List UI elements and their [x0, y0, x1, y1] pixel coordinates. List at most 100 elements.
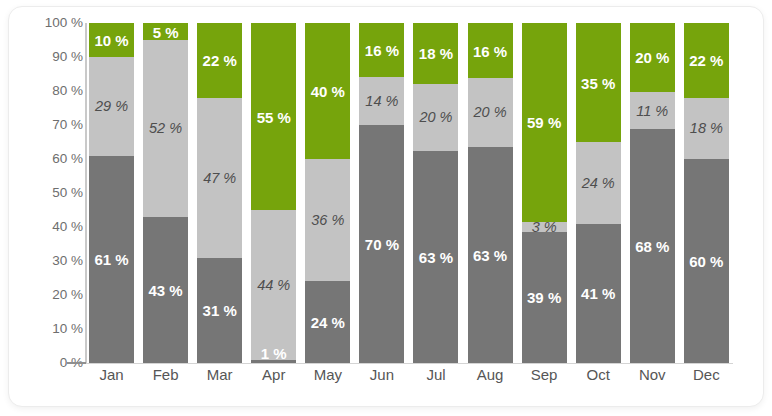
segment-green-jan: 10 % — [89, 23, 134, 57]
y-tick-label: 30 % — [19, 252, 83, 270]
segment-value-label: 36 % — [311, 212, 344, 228]
segment-dark-gray-dec: 60 % — [684, 159, 729, 363]
segment-green-oct: 35 % — [576, 23, 621, 142]
segment-value-label: 39 % — [527, 289, 561, 306]
segment-value-label: 40 % — [311, 83, 345, 100]
bar-may: 24 % 36 % 40 % — [305, 23, 350, 363]
segment-dark-gray-feb: 43 % — [143, 217, 188, 363]
y-tick-label: 10 % — [19, 320, 83, 338]
bar-oct: 41 % 24 % 35 % — [576, 23, 621, 363]
segment-green-feb: 5 % — [143, 23, 188, 40]
segment-value-label: 44 % — [257, 277, 290, 293]
segment-value-label: 60 % — [689, 253, 723, 270]
segment-light-gray-mar: 47 % — [197, 98, 242, 258]
segment-value-label: 52 % — [149, 120, 182, 136]
segment-light-gray-nov: 11 % — [630, 92, 675, 130]
bar-dec: 60 % 18 % 22 % — [684, 23, 729, 363]
segment-dark-gray-may: 24 % — [305, 281, 350, 363]
bar-apr: 1 % 44 % 55 % — [251, 23, 296, 363]
segment-dark-gray-oct: 41 % — [576, 224, 621, 363]
x-axis-label-jan: Jan — [89, 366, 134, 383]
x-axis-label-dec: Dec — [684, 366, 729, 383]
segment-value-label: 22 % — [689, 52, 723, 69]
segment-value-label: 18 % — [690, 120, 723, 136]
bar-jan: 61 % 29 % 10 % — [89, 23, 134, 363]
segment-value-label: 16 % — [365, 42, 399, 59]
segment-value-label: 16 % — [473, 42, 507, 59]
segment-dark-gray-sep: 39 % — [522, 232, 567, 363]
segment-value-label: 20 % — [419, 109, 452, 125]
segment-value-label: 55 % — [257, 108, 291, 125]
x-axis-label-nov: Nov — [630, 366, 675, 383]
segment-value-label: 43 % — [148, 281, 182, 298]
segment-light-gray-sep: 3 % — [522, 222, 567, 232]
segment-value-label: 61 % — [94, 251, 128, 268]
y-tick-label: 80 % — [19, 82, 83, 100]
bar-feb: 43 % 52 % 5 % — [143, 23, 188, 363]
x-axis-label-mar: Mar — [197, 366, 242, 383]
y-tick-label: 90 % — [19, 48, 83, 66]
segment-light-gray-jul: 20 % — [413, 84, 458, 151]
segment-value-label: 24 % — [311, 314, 345, 331]
segment-value-label: 18 % — [419, 45, 453, 62]
segment-value-label: 63 % — [419, 248, 453, 265]
bar-sep: 39 % 3 % 59 % — [522, 23, 567, 363]
x-axis-label-aug: Aug — [468, 366, 513, 383]
segment-green-jul: 18 % — [413, 23, 458, 84]
segment-value-label: 41 % — [581, 285, 615, 302]
segment-dark-gray-mar: 31 % — [197, 258, 242, 363]
x-axis-label-jun: Jun — [359, 366, 404, 383]
segment-value-label: 10 % — [94, 32, 128, 49]
segment-green-aug: 16 % — [468, 23, 513, 78]
segment-value-label: 47 % — [203, 170, 236, 186]
segment-value-label: 22 % — [203, 52, 237, 69]
zero-tick — [67, 362, 86, 364]
segment-light-gray-dec: 18 % — [684, 98, 729, 159]
plot-area: 61 % 29 % 10 % 43 % 52 % 5 % 31 % 47 % 22 % 1 % 44… — [89, 23, 729, 363]
segment-value-label: 70 % — [365, 236, 399, 253]
segment-dark-gray-apr: 1 % — [251, 360, 296, 363]
bar-jul: 63 % 20 % 18 % — [413, 23, 458, 363]
segment-green-sep: 59 % — [522, 23, 567, 222]
x-axis-label-oct: Oct — [576, 366, 621, 383]
segment-value-label: 14 % — [365, 93, 398, 109]
segment-green-jun: 16 % — [359, 23, 404, 77]
chart-card: 100 %90 %80 %70 %60 %50 %40 %30 %20 %10 … — [8, 6, 764, 407]
segment-value-label: 31 % — [203, 302, 237, 319]
x-axis-label-jul: Jul — [413, 366, 458, 383]
segment-dark-gray-aug: 63 % — [468, 147, 513, 363]
segment-light-gray-apr: 44 % — [251, 210, 296, 360]
y-tick-label: 20 % — [19, 286, 83, 304]
segment-light-gray-aug: 20 % — [468, 78, 513, 147]
segment-light-gray-jan: 29 % — [89, 57, 134, 156]
bar-jun: 70 % 14 % 16 % — [359, 23, 404, 363]
segment-light-gray-feb: 52 % — [143, 40, 188, 217]
segment-value-label: 35 % — [581, 74, 615, 91]
bar-nov: 68 % 11 % 20 % — [630, 23, 675, 363]
segment-value-label: 59 % — [527, 114, 561, 131]
segment-green-dec: 22 % — [684, 23, 729, 98]
segment-value-label: 63 % — [473, 246, 507, 263]
segment-dark-gray-nov: 68 % — [630, 129, 675, 363]
segment-value-label: 20 % — [474, 104, 507, 120]
segment-green-nov: 20 % — [630, 23, 675, 92]
segment-dark-gray-jul: 63 % — [413, 151, 458, 363]
stacked-bar-chart: 100 %90 %80 %70 %60 %50 %40 %30 %20 %10 … — [9, 7, 763, 406]
segment-light-gray-oct: 24 % — [576, 142, 621, 224]
segment-dark-gray-jan: 61 % — [89, 156, 134, 363]
y-tick-label: 100 % — [19, 14, 83, 32]
bar-aug: 63 % 20 % 16 % — [468, 23, 513, 363]
x-axis-labels: JanFebMarAprMayJunJulAugSepOctNovDec — [89, 366, 729, 383]
segment-value-label: 11 % — [636, 103, 668, 119]
segment-green-apr: 55 % — [251, 23, 296, 210]
segment-light-gray-may: 36 % — [305, 159, 350, 281]
segment-light-gray-jun: 14 % — [359, 77, 404, 125]
y-tick-label: 60 % — [19, 150, 83, 168]
y-tick-label: 70 % — [19, 116, 83, 134]
segment-dark-gray-jun: 70 % — [359, 125, 404, 363]
x-axis-label-feb: Feb — [143, 366, 188, 383]
segment-value-label: 24 % — [582, 175, 615, 191]
x-axis-label-may: May — [305, 366, 350, 383]
segment-value-label: 20 % — [635, 49, 669, 66]
segment-green-mar: 22 % — [197, 23, 242, 98]
